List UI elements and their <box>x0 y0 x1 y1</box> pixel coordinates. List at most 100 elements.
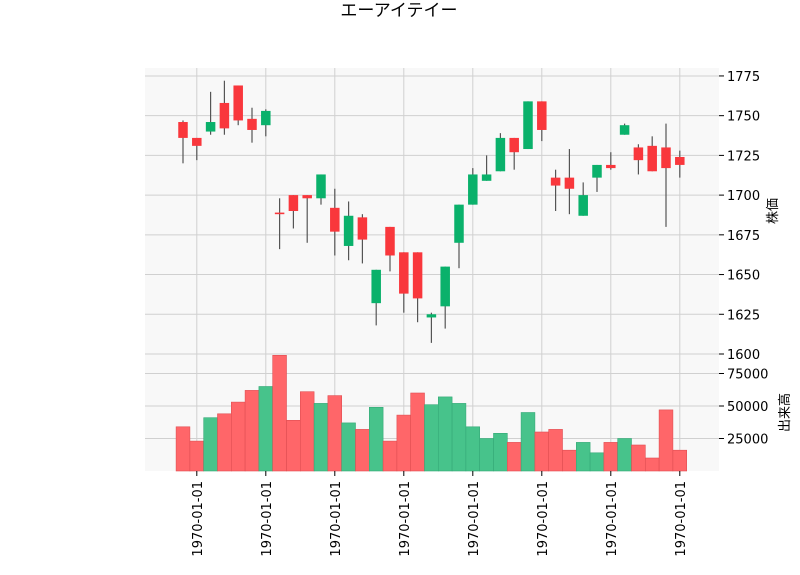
volume-bar <box>396 414 411 472</box>
volume-tick-label: 25000 <box>727 433 768 448</box>
candle-body <box>192 137 202 146</box>
candles <box>178 80 685 343</box>
candle-body <box>495 137 506 172</box>
candle-body <box>302 195 312 199</box>
candle-body <box>205 122 216 132</box>
volume-bar <box>562 449 577 472</box>
candle-body <box>454 204 464 243</box>
volume-bar <box>341 422 356 472</box>
volume-bar <box>175 426 191 472</box>
candle-body <box>288 195 299 211</box>
volume-bar <box>231 401 246 472</box>
volume-bar <box>534 431 550 472</box>
candle-body <box>274 212 285 215</box>
volume-bar <box>299 391 315 472</box>
volume-bar <box>203 417 218 472</box>
x-axis-ticks: 1970-01-01 1970-01-01 1970-01-01 1970-01-01… <box>191 471 689 557</box>
candle-body <box>647 145 657 172</box>
volume-bar <box>506 442 522 472</box>
candle-body <box>247 118 257 130</box>
volume-bar <box>313 403 329 472</box>
volume-bars <box>175 354 688 472</box>
volume-bar <box>520 412 536 472</box>
price-tick-label: 1750 <box>727 110 760 125</box>
y-axis-ticks: 1600 1625 1650 1675 1700 1725 1750 1775 25000 500… <box>719 70 768 448</box>
x-tick-label: 1970-01-01 <box>467 481 482 557</box>
volume-tick-label: 75000 <box>727 368 768 383</box>
x-tick-label: 1970-01-01 <box>260 481 275 557</box>
x-tick-label: 1970-01-01 <box>191 481 206 557</box>
volume-bar <box>603 442 619 472</box>
price-tick-label: 1775 <box>727 70 760 85</box>
candle-body <box>633 147 644 161</box>
x-tick-label: 1970-01-01 <box>398 481 413 557</box>
candle-body <box>343 215 354 246</box>
candle-body <box>178 122 188 138</box>
volume-tick-label: 50000 <box>727 400 768 415</box>
candle-body <box>523 101 533 150</box>
volume-bar <box>575 442 591 472</box>
volume-bar <box>658 409 674 472</box>
x-tick-label: 1970-01-01 <box>674 481 689 557</box>
volume-bar <box>424 404 439 472</box>
volume-bar <box>355 429 370 472</box>
candle-body <box>481 174 492 181</box>
volume-axis-label: 出来高 <box>777 393 793 432</box>
candle-body <box>385 226 395 256</box>
volume-bar <box>672 449 688 472</box>
volume-bar <box>244 390 260 472</box>
candle-body <box>330 207 340 232</box>
volume-bar <box>189 440 204 472</box>
candle-body <box>661 147 671 169</box>
candle-body <box>371 269 381 304</box>
candle-body <box>592 164 602 178</box>
volume-bar <box>382 440 398 472</box>
volume-bar <box>410 392 425 472</box>
volume-bar <box>479 438 494 472</box>
x-tick-label: 1970-01-01 <box>536 481 551 557</box>
volume-bar <box>451 403 467 472</box>
volume-bar <box>258 386 273 472</box>
candle-body <box>357 217 368 240</box>
price-panel-background <box>145 68 719 354</box>
volume-bar <box>548 429 563 472</box>
price-tick-label: 1725 <box>727 149 760 164</box>
price-tick-label: 1700 <box>727 189 760 204</box>
chart-title: エーアイテイー <box>340 1 457 21</box>
candle-body <box>399 252 409 294</box>
candle-body <box>537 101 547 130</box>
candle-body <box>412 252 423 299</box>
x-tick-label: 1970-01-01 <box>329 481 344 557</box>
volume-bar <box>327 395 342 472</box>
volume-bar <box>286 419 301 472</box>
candle-body <box>564 177 575 189</box>
price-tick-label: 1625 <box>727 308 760 323</box>
volume-bar <box>437 396 453 472</box>
price-tick-label: 1650 <box>727 269 760 284</box>
volume-bar <box>617 438 632 472</box>
price-tick-label: 1675 <box>727 229 760 244</box>
volume-bar <box>368 406 384 472</box>
candle-body <box>440 266 450 307</box>
candle-body <box>675 156 685 165</box>
candle-body <box>578 195 588 216</box>
candle-body <box>316 174 326 199</box>
volume-bar <box>493 432 508 472</box>
volume-bar <box>272 354 287 472</box>
candle-body <box>606 164 616 169</box>
price-tick-label: 1600 <box>727 348 760 363</box>
volume-bar <box>589 452 605 472</box>
x-tick-label: 1970-01-01 <box>605 481 620 557</box>
candle-body <box>619 125 630 135</box>
candle-body <box>509 137 519 153</box>
candle-body <box>233 85 243 121</box>
volume-bar <box>465 426 480 472</box>
volume-bar <box>644 457 660 472</box>
candle-body <box>426 314 437 318</box>
candle-body <box>468 174 478 205</box>
candle-body <box>550 177 561 186</box>
price-axis-label: 株価 <box>766 198 781 224</box>
candle-body <box>261 110 271 126</box>
volume-bar <box>217 413 232 472</box>
